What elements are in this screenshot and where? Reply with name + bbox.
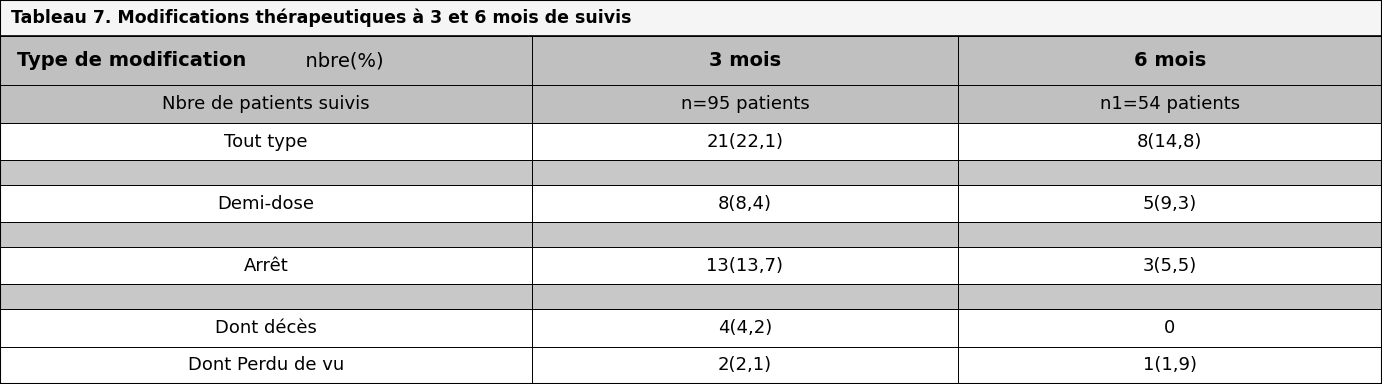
- Text: n1=54 patients: n1=54 patients: [1100, 95, 1240, 113]
- Bar: [532, 36, 958, 86]
- Text: Nbre de patients suivis: Nbre de patients suivis: [162, 95, 370, 113]
- Text: 3 mois: 3 mois: [709, 51, 781, 70]
- Bar: [532, 285, 958, 309]
- Text: 13(13,7): 13(13,7): [706, 257, 784, 275]
- Text: 6 mois: 6 mois: [1133, 51, 1206, 70]
- Text: Arrêt: Arrêt: [243, 257, 289, 275]
- Bar: [0, 222, 532, 247]
- Text: nbre(%): nbre(%): [268, 51, 384, 70]
- Bar: [958, 185, 1382, 222]
- Bar: [0, 160, 532, 185]
- Bar: [958, 86, 1382, 123]
- Text: 1(1,9): 1(1,9): [1143, 356, 1197, 374]
- Text: Tableau 7. Modifications thérapeutiques à 3 et 6 mois de suivis: Tableau 7. Modifications thérapeutiques …: [11, 9, 632, 27]
- Bar: [958, 285, 1382, 309]
- Bar: [958, 123, 1382, 160]
- Bar: [532, 347, 958, 384]
- Text: 8(8,4): 8(8,4): [717, 195, 773, 213]
- Text: Tout type: Tout type: [224, 132, 308, 151]
- Bar: [958, 309, 1382, 347]
- Text: 0: 0: [1164, 319, 1176, 337]
- Text: Type de modification: Type de modification: [17, 51, 246, 70]
- Bar: [958, 222, 1382, 247]
- Bar: [0, 123, 532, 160]
- Bar: [958, 347, 1382, 384]
- Bar: [958, 36, 1382, 86]
- Text: 3(5,5): 3(5,5): [1143, 257, 1197, 275]
- Bar: [0, 285, 532, 309]
- Bar: [0, 347, 532, 384]
- Bar: [958, 160, 1382, 185]
- Text: Dont Perdu de vu: Dont Perdu de vu: [188, 356, 344, 374]
- Bar: [0, 309, 532, 347]
- Text: Dont décès: Dont décès: [216, 319, 316, 337]
- Bar: [532, 86, 958, 123]
- Bar: [532, 185, 958, 222]
- Text: 2(2,1): 2(2,1): [717, 356, 773, 374]
- Bar: [532, 222, 958, 247]
- Text: 5(9,3): 5(9,3): [1143, 195, 1197, 213]
- Bar: [958, 247, 1382, 285]
- Bar: [532, 160, 958, 185]
- Text: n=95 patients: n=95 patients: [680, 95, 810, 113]
- Bar: [532, 309, 958, 347]
- Bar: [0, 36, 532, 86]
- Bar: [0, 0, 1382, 36]
- Text: 8(14,8): 8(14,8): [1137, 132, 1202, 151]
- Bar: [532, 247, 958, 285]
- Bar: [532, 123, 958, 160]
- Bar: [0, 185, 532, 222]
- Bar: [0, 247, 532, 285]
- Text: 21(22,1): 21(22,1): [706, 132, 784, 151]
- Text: 4(4,2): 4(4,2): [717, 319, 773, 337]
- Text: Demi-dose: Demi-dose: [217, 195, 315, 213]
- Bar: [0, 86, 532, 123]
